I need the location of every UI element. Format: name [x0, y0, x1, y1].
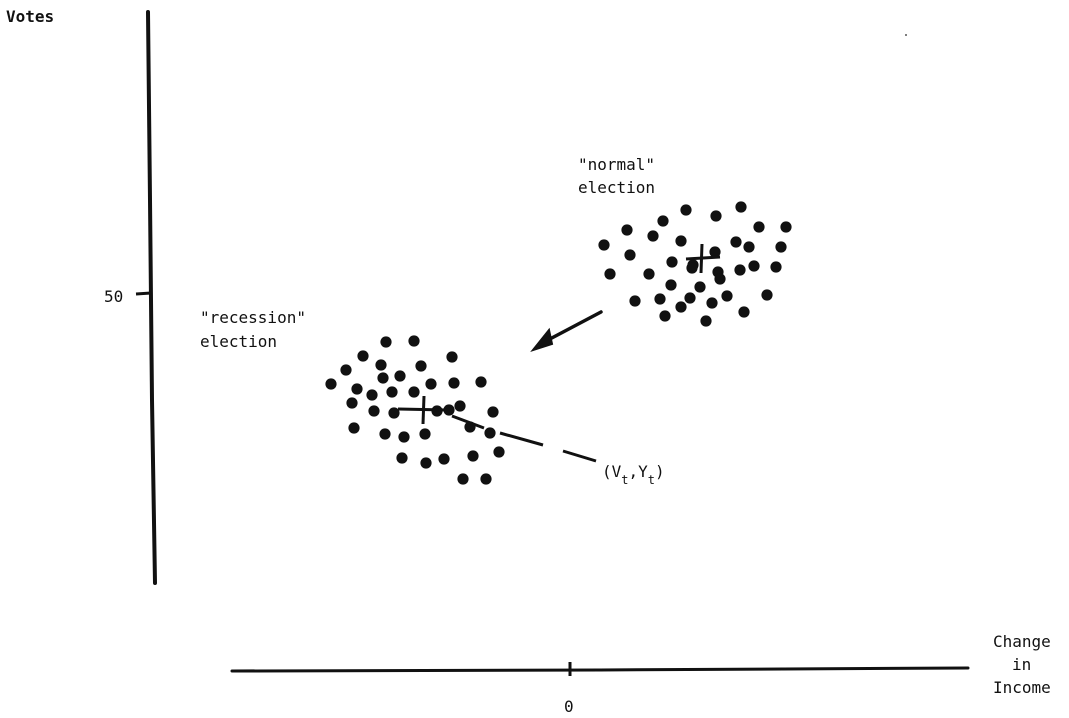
recession-election-dot — [394, 370, 406, 382]
normal-election-dot — [675, 235, 687, 247]
point-leader-line — [451, 414, 597, 463]
recession-election-dot — [408, 335, 420, 347]
normal-election-dot — [753, 221, 765, 233]
recession-election-label-line-1: "recession" — [200, 308, 306, 327]
normal-election-dot — [700, 315, 712, 327]
x-axis-label-line-2: in — [1012, 655, 1031, 674]
recession-election-dot — [398, 431, 410, 443]
x-axis-tick-label: 0 — [564, 697, 574, 716]
normal-election-dot — [710, 210, 722, 222]
normal-election-dot — [657, 215, 669, 227]
x-axis-label-line-3: Income — [993, 678, 1051, 697]
normal-election-dot — [654, 293, 666, 305]
normal-election-dot — [621, 224, 633, 236]
normal-election-label-line-2: election — [578, 178, 655, 197]
point-label-open: (V — [602, 462, 622, 481]
y-axis-line — [146, 10, 157, 585]
recession-election-dot — [377, 372, 389, 384]
recession-election-dot — [443, 404, 455, 416]
normal-election-dot — [770, 261, 782, 273]
recession-election-dot — [484, 427, 496, 439]
recession-election-dot — [380, 336, 392, 348]
recession-election-dot — [419, 428, 431, 440]
recession-election-label-line-2: election — [200, 332, 277, 351]
recession-election-dot — [438, 453, 450, 465]
normal-election-dot — [761, 289, 773, 301]
recession-election-dot — [340, 364, 352, 376]
normal-election-dot — [686, 262, 698, 274]
normal-election-dot — [730, 236, 742, 248]
recession-election-dot — [375, 359, 387, 371]
recession-election-dot — [448, 377, 460, 389]
normal-election-dot — [680, 204, 692, 216]
point-label-subscript-y: t — [648, 473, 655, 487]
normal-election-dot — [666, 256, 678, 268]
y-axis-tick-label: 50 — [104, 287, 123, 306]
recession-election-dot — [487, 406, 499, 418]
normal-election-dot — [709, 246, 721, 258]
recession-election-dot — [351, 383, 363, 395]
recession-election-dot — [408, 386, 420, 398]
recession-election-dot — [379, 428, 391, 440]
recession-election-dot — [357, 350, 369, 362]
normal-election-dot — [675, 301, 687, 313]
normal-election-dot — [780, 221, 792, 233]
recession-election-dot — [475, 376, 487, 388]
normal-cluster-center-marker — [685, 243, 721, 274]
point-label-subscript-v: t — [621, 473, 628, 487]
normal-election-dot — [694, 281, 706, 293]
normal-election-cluster — [598, 201, 792, 327]
normal-election-dot — [647, 230, 659, 242]
normal-election-dot — [643, 268, 655, 280]
normal-election-dot — [629, 295, 641, 307]
normal-election-dot — [624, 249, 636, 261]
shift-arrow-head — [530, 327, 554, 352]
normal-election-dot — [665, 279, 677, 291]
recession-election-dot — [415, 360, 427, 372]
recession-election-dot — [454, 400, 466, 412]
recession-election-dot — [386, 386, 398, 398]
recession-election-dot — [396, 452, 408, 464]
recession-election-dot — [467, 450, 479, 462]
normal-election-dot — [775, 241, 787, 253]
point-label: (Vt,Yt) — [602, 462, 665, 487]
recession-election-dot — [346, 397, 358, 409]
normal-election-label-line-1: "normal" — [578, 155, 655, 174]
recession-election-cluster — [325, 335, 505, 485]
normal-election-dot — [721, 290, 733, 302]
y-axis-label: Votes — [6, 7, 54, 26]
recession-cluster-center-marker — [397, 395, 448, 425]
recession-election-dot — [457, 473, 469, 485]
normal-election-dot — [659, 310, 671, 322]
normal-election-dot — [604, 268, 616, 280]
recession-election-dot — [446, 351, 458, 363]
normal-election-dot — [714, 273, 726, 285]
recession-election-dot — [366, 389, 378, 401]
recession-election-dot — [420, 457, 432, 469]
recession-election-dot — [348, 422, 360, 434]
normal-election-dot — [734, 264, 746, 276]
normal-election-dot — [738, 306, 750, 318]
y-axis-tick-50 — [135, 291, 152, 296]
shift-arrow — [530, 310, 603, 352]
recession-election-dot — [325, 378, 337, 390]
normal-election-dot — [735, 201, 747, 213]
recession-election-dot — [388, 407, 400, 419]
normal-election-dot — [684, 292, 696, 304]
normal-election-dot — [743, 241, 755, 253]
normal-election-dot — [748, 260, 760, 272]
recession-election-dot — [368, 405, 380, 417]
x-axis-label-line-1: Change — [993, 632, 1051, 651]
point-label-close: ) — [655, 462, 665, 481]
normal-election-dot — [598, 239, 610, 251]
scan-speck — [905, 34, 907, 36]
recession-election-dot — [493, 446, 505, 458]
x-axis-line — [230, 666, 970, 673]
recession-election-dot — [480, 473, 492, 485]
recession-election-dot — [425, 378, 437, 390]
normal-election-dot — [706, 297, 718, 309]
point-label-separator: ,Y — [629, 462, 649, 481]
